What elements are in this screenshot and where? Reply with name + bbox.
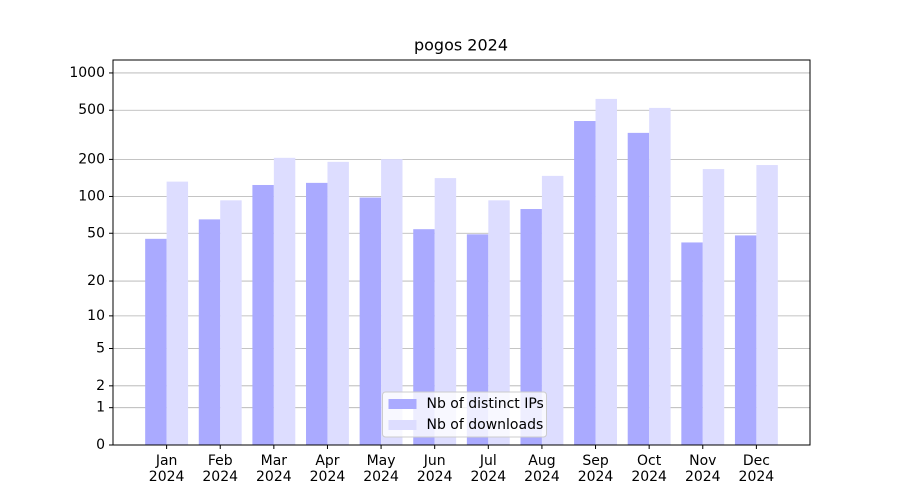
bar xyxy=(627,132,650,445)
y-tick-label: 2 xyxy=(96,378,105,394)
bar xyxy=(252,184,274,445)
bar xyxy=(413,229,435,445)
bar xyxy=(595,98,617,445)
y-tick-label: 100 xyxy=(78,188,105,204)
bar xyxy=(220,200,242,445)
bar xyxy=(166,181,189,445)
bar xyxy=(681,242,703,445)
y-tick-label: 5 xyxy=(96,341,105,357)
bar xyxy=(306,182,328,445)
x-tick-label: Oct 2024 xyxy=(631,453,667,485)
y-tick-label: 10 xyxy=(87,308,105,324)
bar xyxy=(702,169,725,445)
plot-frame xyxy=(112,59,811,446)
bar xyxy=(756,165,778,445)
y-tick-label: 50 xyxy=(87,225,105,241)
bar xyxy=(359,197,382,445)
x-tick-label: Apr 2024 xyxy=(309,453,346,485)
bar xyxy=(734,235,757,445)
x-tick-label: Mar 2024 xyxy=(256,453,292,485)
y-tick-label: 200 xyxy=(78,151,105,167)
y-tick-label: 500 xyxy=(78,102,105,118)
legend-swatch xyxy=(388,420,417,430)
x-tick-label: Jun 2024 xyxy=(416,453,453,485)
bar xyxy=(145,238,167,445)
y-tick-label: 20 xyxy=(87,273,105,289)
x-tick-label: Dec 2024 xyxy=(738,453,775,485)
bar xyxy=(574,121,596,445)
y-tick-label: 1000 xyxy=(69,65,105,81)
bar xyxy=(327,161,349,446)
bar xyxy=(649,107,671,446)
bar xyxy=(541,175,564,445)
x-tick-label: Sep 2024 xyxy=(577,453,614,485)
bar xyxy=(434,178,457,445)
bar xyxy=(381,159,403,445)
y-tick-label: 0 xyxy=(96,437,105,453)
x-tick-label: Jul 2024 xyxy=(470,453,507,485)
legend-box xyxy=(382,391,547,438)
x-tick-label: May 2024 xyxy=(363,453,399,485)
chart-title: pogos 2024 xyxy=(414,36,508,55)
x-tick-label: Feb 2024 xyxy=(202,453,239,485)
bar xyxy=(198,219,221,445)
x-tick-label: Aug 2024 xyxy=(524,453,560,485)
legend: Nb of distinct IPs Nb of downloads xyxy=(382,391,547,438)
legend-label: Nb of downloads xyxy=(427,417,544,433)
legend-label: Nb of distinct IPs xyxy=(427,396,544,412)
x-tick-label: Nov 2024 xyxy=(684,453,721,485)
legend-swatch xyxy=(388,399,417,409)
x-tick-label: Jan 2024 xyxy=(148,453,185,485)
bar xyxy=(488,200,510,445)
y-tick-label: 1 xyxy=(96,400,105,416)
bar xyxy=(520,209,542,445)
bar xyxy=(273,157,296,445)
